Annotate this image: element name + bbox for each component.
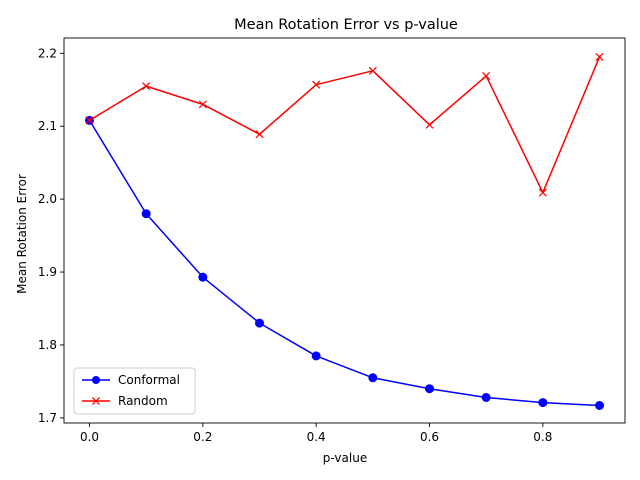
y-tick-label: 2.0	[38, 192, 57, 206]
data-point-random	[142, 82, 151, 91]
y-tick-label: 1.9	[38, 265, 57, 279]
plot-area	[85, 52, 604, 410]
x-tick-label: 0.0	[80, 430, 99, 444]
data-point-conformal	[425, 384, 434, 394]
data-point-conformal	[141, 209, 151, 219]
x-tick-label: 0.6	[420, 430, 439, 444]
axes-frame	[63, 37, 626, 424]
chart-title: Mean Rotation Error vs p-value	[234, 17, 458, 33]
series-line-conformal	[88, 120, 600, 407]
data-point-conformal	[255, 318, 264, 328]
y-tick-label: 1.7	[38, 411, 57, 425]
data-point-random	[85, 116, 94, 125]
x-tick-label: 0.2	[193, 430, 212, 444]
x-tick-label: 0.4	[307, 430, 326, 444]
legend-label-random: Random	[118, 394, 168, 408]
data-point-random	[595, 52, 604, 61]
data-point-random	[368, 66, 377, 75]
legend-marker-conformal	[92, 376, 100, 384]
y-tick-label: 2.2	[38, 46, 57, 60]
data-point-random	[312, 80, 321, 89]
data-point-random	[255, 130, 264, 139]
data-point-random	[482, 71, 491, 80]
data-point-conformal	[368, 373, 378, 383]
x-axis-label: p-value	[323, 451, 367, 465]
legend-marker-random	[91, 396, 101, 406]
x-tick-label: 0.8	[533, 430, 552, 444]
series-line-random	[89, 56, 601, 194]
data-point-random	[198, 100, 207, 109]
legend: Conformal Random	[73, 367, 196, 415]
data-point-conformal	[311, 351, 321, 361]
data-point-conformal	[538, 398, 548, 408]
data-point-conformal	[481, 392, 491, 402]
data-point-conformal	[595, 401, 604, 410]
data-point-random	[425, 120, 434, 129]
y-tick-label: 1.8	[38, 338, 57, 352]
legend-label-conformal: Conformal	[118, 373, 180, 387]
data-point-random	[538, 188, 547, 197]
y-axis-label: Mean Rotation Error	[15, 174, 29, 294]
data-point-conformal	[198, 272, 208, 282]
axes: 0.0 0.2 0.4 0.6 0.8 1.7 1.8 1.9 2.0 2.1 2.2	[38, 37, 626, 444]
y-tick-label: 2.1	[38, 119, 57, 133]
